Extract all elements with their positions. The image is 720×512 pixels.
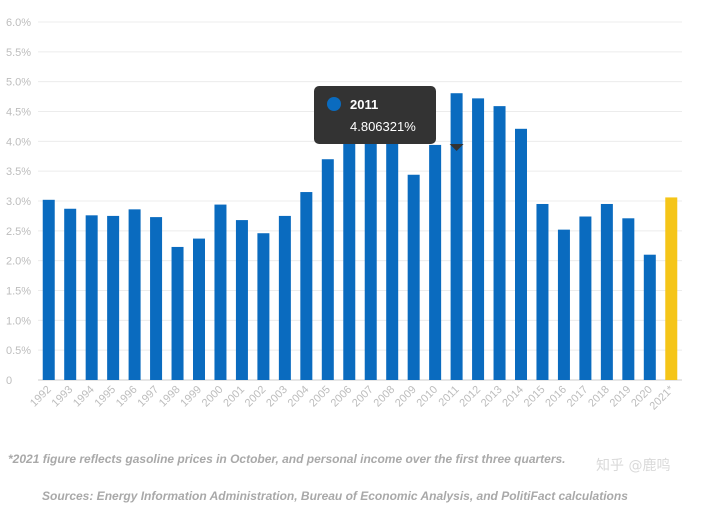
y-tick-label: 3.0% — [6, 196, 31, 208]
chart-sources: Sources: Energy Information Administrati… — [42, 489, 628, 503]
y-tick-label: 0 — [6, 375, 12, 387]
x-tick-label: 1993 — [50, 384, 76, 410]
x-tick-label: 1996 — [114, 384, 140, 410]
bar — [579, 216, 592, 380]
x-tick-label: 2000 — [200, 384, 226, 410]
y-tick-label: 5.0% — [6, 77, 31, 89]
bar — [257, 233, 270, 380]
bar — [150, 217, 163, 380]
tooltip-box — [314, 86, 436, 144]
y-tick-label: 1.5% — [6, 286, 31, 298]
bar — [278, 215, 291, 380]
x-tick-label: 2012 — [457, 384, 483, 410]
bar — [171, 246, 184, 380]
bar — [472, 98, 485, 380]
x-tick-label: 2005 — [307, 384, 333, 410]
y-tick-label: 2.5% — [6, 226, 31, 238]
bar — [407, 174, 420, 380]
bar — [515, 128, 527, 380]
y-tick-label: 4.5% — [6, 107, 31, 119]
x-tick-label: 2014 — [500, 384, 526, 410]
y-tick-label: 1.0% — [6, 315, 31, 327]
x-tick-label: 1992 — [28, 384, 54, 410]
x-tick-label: 1995 — [92, 384, 118, 410]
bar — [429, 144, 442, 380]
tooltip-pointer — [449, 144, 464, 151]
bar — [321, 159, 334, 380]
x-tick-label: 2002 — [243, 384, 269, 410]
bar — [622, 218, 635, 380]
y-tick-label: 6.0% — [6, 17, 31, 29]
tooltip-series-dot — [327, 97, 341, 111]
tooltip-category: 2011 — [350, 97, 378, 112]
x-tick-label: 2009 — [393, 384, 419, 410]
y-tick-label: 3.5% — [6, 166, 31, 178]
tooltip-value: 4.806321% — [350, 119, 416, 134]
bar — [107, 215, 120, 380]
bar — [64, 208, 77, 380]
y-tick-label: 5.5% — [6, 47, 31, 59]
x-tick-label: 2018 — [586, 384, 612, 410]
bar — [536, 203, 549, 380]
watermark: 知乎 @鹿鸣 — [596, 458, 671, 474]
bar — [193, 238, 205, 380]
bar-chart: 0 0.5% 1.0% 1.5% 2.0% 2.5% 3.0% 3.5% 4.0% 4.5% 5.0… — [6, 17, 682, 412]
bar — [364, 135, 377, 380]
bar — [665, 197, 678, 380]
x-tick-label: 2008 — [372, 384, 398, 410]
bar — [386, 134, 399, 380]
bar — [643, 254, 656, 380]
bar — [450, 93, 463, 381]
x-tick-label: 2016 — [543, 384, 569, 410]
x-tick-label: 2004 — [286, 384, 312, 410]
y-tick-label: 2.0% — [6, 256, 31, 268]
x-tick-label: 2021* — [648, 383, 677, 412]
x-tick-label: 1999 — [178, 384, 204, 410]
y-tick-label: 0.5% — [6, 345, 31, 357]
x-tick-label: 2015 — [522, 384, 548, 410]
x-tick-label: 2011 — [437, 384, 462, 409]
x-tick-label: 2001 — [221, 384, 247, 410]
x-tick-label: 1997 — [135, 384, 161, 410]
x-tick-label: 1994 — [71, 384, 97, 410]
bar — [235, 220, 248, 380]
bar — [85, 215, 98, 380]
bar — [600, 203, 613, 380]
x-tick-label: 2017 — [565, 384, 591, 410]
bar — [557, 229, 570, 380]
y-tick-label: 4.0% — [6, 136, 31, 148]
x-tick-label: 2003 — [264, 384, 290, 410]
bar — [300, 192, 313, 380]
bar — [493, 106, 506, 380]
chart-footnote: *2021 figure reflects gasoline prices in… — [8, 452, 566, 466]
bar — [343, 142, 356, 380]
x-tick-label: 2010 — [414, 384, 440, 410]
bar — [128, 209, 141, 380]
x-tick-label: 2019 — [608, 384, 634, 410]
x-tick-label: 2007 — [350, 384, 376, 410]
x-tick-label: 1998 — [157, 384, 183, 410]
bar — [214, 204, 227, 380]
x-tick-label: 2006 — [329, 384, 355, 410]
bar — [42, 199, 55, 380]
x-tick-label: 2013 — [479, 384, 505, 410]
